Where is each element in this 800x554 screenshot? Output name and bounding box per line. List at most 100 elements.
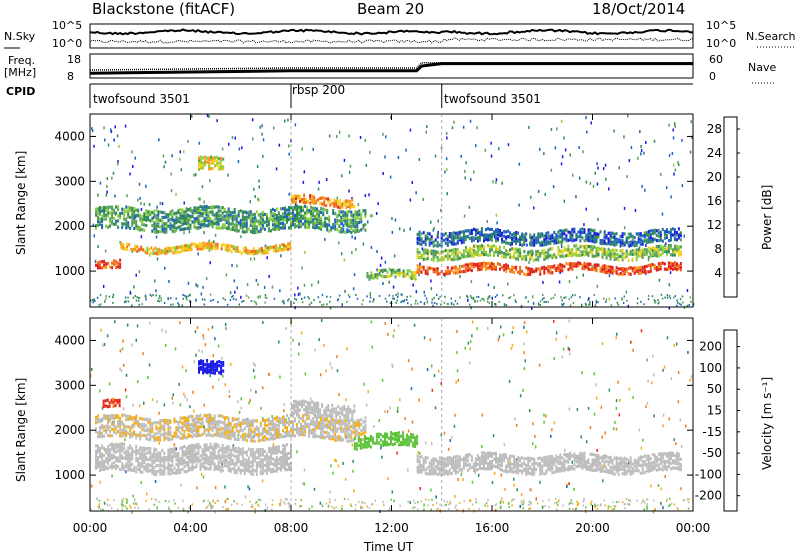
band-cell bbox=[119, 262, 122, 266]
scatter-cell bbox=[422, 197, 424, 201]
band-cell bbox=[141, 452, 144, 456]
scatter-cell bbox=[474, 470, 476, 474]
band-cell bbox=[585, 262, 588, 266]
band-cell bbox=[101, 206, 104, 210]
band-cell bbox=[316, 218, 319, 222]
scatter-cell bbox=[449, 439, 451, 442]
band-cell bbox=[241, 230, 244, 234]
band-cell bbox=[205, 458, 208, 462]
scatter-cell bbox=[371, 345, 373, 349]
band-cell bbox=[519, 237, 522, 241]
band-cell bbox=[173, 226, 176, 230]
band-cell bbox=[199, 445, 202, 449]
band-cell bbox=[119, 211, 122, 215]
band-cell bbox=[418, 238, 421, 242]
band-cell bbox=[300, 219, 302, 223]
scatter-cell bbox=[561, 303, 563, 306]
band-cell bbox=[661, 251, 664, 255]
band-cell bbox=[309, 194, 312, 198]
band-cell bbox=[523, 243, 526, 247]
band-cell bbox=[169, 223, 172, 227]
band-cell bbox=[217, 453, 220, 457]
band-cell bbox=[241, 226, 244, 230]
band-cell bbox=[292, 223, 294, 227]
band-cell bbox=[255, 469, 258, 473]
band-cell bbox=[583, 228, 586, 232]
scatter-cell bbox=[440, 146, 443, 150]
band-cell bbox=[525, 257, 528, 262]
scatter-cell bbox=[523, 351, 525, 355]
band-cell bbox=[272, 245, 275, 249]
band-cell bbox=[125, 452, 128, 456]
band-cell bbox=[210, 155, 213, 159]
band-cell bbox=[430, 252, 433, 256]
band-cell bbox=[153, 438, 156, 442]
scatter-cell bbox=[340, 252, 343, 256]
scatter-cell bbox=[319, 501, 322, 505]
scatter-cell bbox=[156, 299, 159, 302]
scatter-cell bbox=[224, 298, 226, 301]
scatter-cell bbox=[132, 494, 134, 498]
band-cell bbox=[579, 249, 582, 254]
scatter-cell bbox=[187, 281, 190, 285]
band-cell bbox=[109, 220, 112, 224]
scatter-cell bbox=[522, 388, 524, 392]
band-cell bbox=[127, 224, 130, 228]
band-cell bbox=[117, 225, 120, 229]
band-cell bbox=[155, 230, 158, 234]
band-cell bbox=[159, 456, 162, 461]
band-cell bbox=[416, 232, 419, 236]
band-cell bbox=[119, 453, 122, 457]
band-cell bbox=[179, 457, 182, 461]
scatter-cell bbox=[541, 298, 544, 301]
band-cell bbox=[635, 248, 638, 252]
scatter-cell bbox=[684, 424, 687, 428]
band-cell bbox=[269, 218, 272, 222]
band-cell bbox=[191, 463, 194, 467]
band-cell bbox=[267, 449, 270, 453]
band-cell bbox=[561, 234, 564, 238]
band-cell bbox=[165, 224, 168, 228]
band-cell bbox=[217, 467, 220, 471]
band-cell bbox=[456, 271, 459, 275]
band-cell bbox=[259, 469, 262, 474]
band-cell bbox=[187, 221, 190, 225]
scatter-cell bbox=[266, 506, 269, 510]
band-cell bbox=[200, 164, 202, 168]
band-cell bbox=[157, 213, 160, 217]
scatter-cell bbox=[340, 508, 343, 511]
band-cell bbox=[436, 259, 439, 263]
band-cell bbox=[655, 238, 658, 243]
band-cell bbox=[213, 453, 216, 457]
band-cell bbox=[259, 451, 262, 455]
band-cell bbox=[195, 463, 198, 467]
band-cell bbox=[169, 217, 172, 221]
band-cell bbox=[203, 443, 206, 447]
band-cell bbox=[183, 216, 186, 220]
band-cell bbox=[265, 457, 268, 461]
band-cell bbox=[515, 265, 518, 269]
scatter-cell bbox=[593, 412, 596, 416]
scatter-cell bbox=[160, 297, 162, 300]
band-cell bbox=[446, 243, 449, 247]
band-cell bbox=[255, 227, 258, 231]
band-cell bbox=[228, 247, 231, 251]
band-cell bbox=[350, 218, 353, 222]
band-cell bbox=[171, 224, 174, 228]
scatter-cell bbox=[562, 504, 564, 507]
band-cell bbox=[217, 205, 220, 209]
band-cell bbox=[464, 254, 467, 258]
scatter-cell bbox=[155, 499, 158, 502]
band-cell bbox=[105, 428, 108, 432]
band-cell bbox=[575, 262, 578, 266]
band-cell bbox=[279, 221, 282, 225]
band-cell bbox=[185, 460, 188, 465]
band-cell bbox=[296, 204, 298, 208]
scatter-cell bbox=[235, 447, 238, 450]
band-cell bbox=[199, 222, 202, 226]
scatter-cell bbox=[500, 325, 502, 329]
scatter-cell bbox=[634, 208, 637, 212]
scatter-cell bbox=[388, 280, 390, 284]
band-cell bbox=[398, 273, 401, 277]
band-cell bbox=[422, 248, 425, 252]
